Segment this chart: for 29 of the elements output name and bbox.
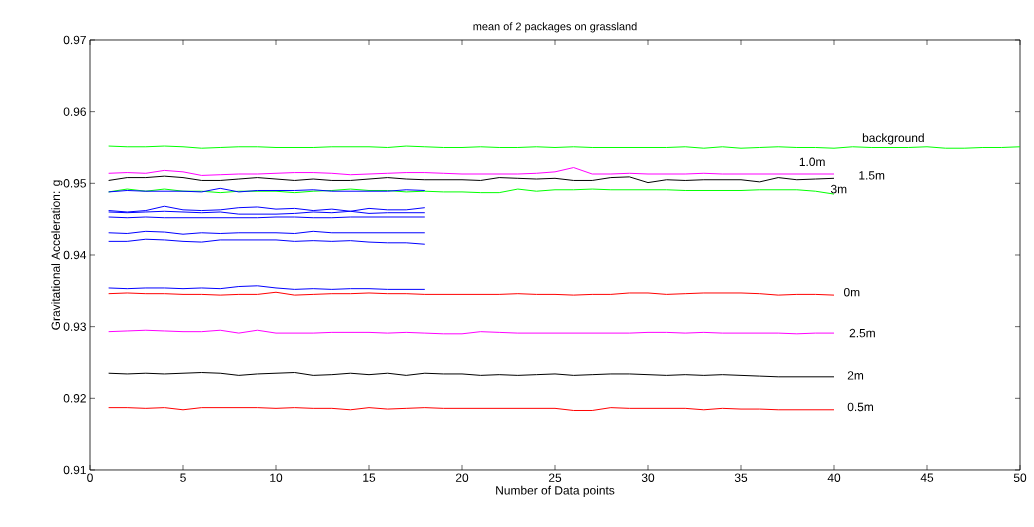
y-axis-title: Gravitational Acceleration: g (51, 180, 63, 330)
x-tick-label: 40 (827, 473, 841, 482)
x-tick-label: 25 (548, 473, 562, 482)
y-tick-label: 0.97 (63, 35, 86, 45)
series-label: 0m (843, 288, 860, 297)
series-label: 3m (830, 184, 847, 194)
y-tick-label: 0.93 (63, 322, 86, 331)
series-label: 2.5m (849, 328, 875, 338)
text: 1.5m (859, 171, 885, 180)
x-axis-title: Number of Data points (496, 485, 615, 497)
x-tick-label: 10 (270, 473, 283, 482)
x-tick-label: 20 (455, 473, 469, 482)
x-tick-label: 50 (1013, 473, 1027, 482)
chart-title: mean of 2 packages on grassland (473, 22, 637, 33)
series-label: 1.0m (799, 157, 825, 167)
x-tick-label: 5 (180, 473, 186, 482)
x-tick-label: 15 (363, 473, 376, 482)
x-tick-label: 35 (734, 473, 748, 482)
y-tick-label: 0.91 (63, 465, 86, 475)
y-tick-label: 0.96 (63, 107, 86, 116)
y-tick-label: 0.95 (63, 179, 86, 188)
series-label: 2m (847, 371, 864, 380)
x-tick-label: 30 (641, 473, 655, 482)
y-tick-label: 0.92 (63, 394, 86, 403)
series-label: background (862, 133, 924, 145)
y-tick-label: 0.94 (63, 250, 87, 260)
series-label: 0.5m (847, 402, 874, 412)
x-tick-label: 45 (920, 473, 934, 482)
x-tick-label: 0 (87, 473, 93, 482)
